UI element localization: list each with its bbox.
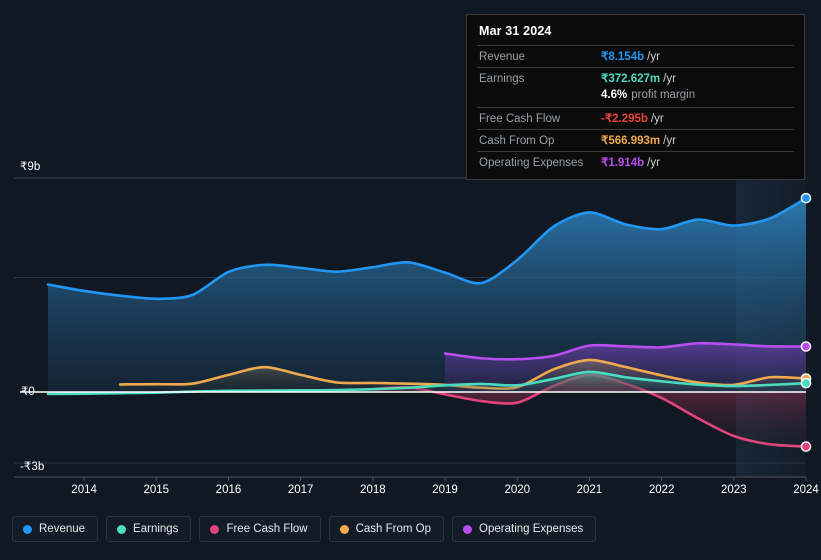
x-axis-tick-2020: 2020 [504, 484, 531, 496]
tooltip-key-earnings: Earnings [479, 73, 525, 85]
tooltip-value-revenue: ₹8.154b [601, 51, 645, 63]
legend-item-label: Cash From Op [355, 523, 432, 535]
tooltip-key-revenue: Revenue [479, 51, 526, 63]
tooltip-row-operating-expenses: Operating Expenses ₹1.914b /yr [477, 151, 794, 173]
tooltip-date: Mar 31 2024 [479, 24, 552, 38]
tooltip-label-profit-margin: profit margin [631, 89, 696, 101]
legend-item-earnings[interactable]: Earnings [106, 516, 192, 542]
tooltip-value-operating-expenses: ₹1.914b [601, 157, 645, 169]
tooltip-unit-revenue: /yr [647, 51, 660, 63]
legend-item-revenue[interactable]: Revenue [12, 516, 99, 542]
tooltip-row-cash-from-op: Cash From Op ₹566.993m /yr [477, 129, 794, 151]
x-axis-tick-2024: 2024 [793, 484, 819, 496]
tooltip-value-free-cash-flow: -₹2.295b [601, 113, 648, 125]
legend-color-dot-icon [23, 524, 32, 534]
legend-color-dot-icon [210, 524, 220, 534]
tooltip-key-operating-expenses: Operating Expenses [479, 157, 584, 169]
x-axis-tick-2015: 2015 [143, 484, 170, 496]
legend-item-label: Operating Expenses [479, 523, 584, 535]
tooltip-row-revenue: Revenue ₹8.154b /yr [477, 45, 794, 67]
tooltip-unit-earnings: /yr [663, 73, 676, 85]
tooltip-unit-operating-expenses: /yr [647, 157, 660, 169]
line-operating-expenses [443, 341, 808, 361]
tooltip-key-cash-from-op: Cash From Op [479, 135, 555, 147]
tooltip-value-cash-from-op: ₹566.993m [601, 135, 661, 147]
x-axis-tick-2023: 2023 [721, 484, 747, 496]
x-axis-tick-2019: 2019 [432, 484, 458, 496]
area-earnings [48, 371, 806, 394]
chart-legend[interactable]: Revenue Earnings Free Cash Flow Cash From O… [12, 516, 597, 542]
tooltip-value-earnings: ₹372.627m [601, 73, 661, 85]
data-tooltip: Mar 31 2024 Revenue ₹8.154b /yr Earnings… [466, 14, 805, 180]
legend-color-dot-icon [117, 524, 127, 534]
tooltip-row-earnings: Earnings ₹372.627m /yr [477, 67, 794, 89]
legend-item-label: Revenue [39, 523, 86, 535]
x-axis-tick-2016: 2016 [215, 484, 242, 496]
x-axis-tick-2022: 2022 [648, 484, 675, 496]
x-axis-tick-2017: 2017 [287, 484, 314, 496]
legend-item-label: Earnings [133, 523, 179, 535]
legend-item-free-cash-flow[interactable]: Free Cash Flow [199, 516, 321, 542]
tooltip-row-free-cash-flow: Free Cash Flow -₹2.295b /yr [477, 107, 794, 129]
y-axis-label-zero: ₹0 [21, 386, 35, 398]
x-axis-tick-2014: 2014 [71, 484, 97, 496]
x-axis-tick-2018: 2018 [360, 484, 386, 496]
tooltip-unit-cash-from-op: /yr [663, 135, 676, 147]
tooltip-row-profit-margin: 4.6% profit margin [477, 89, 794, 107]
legend-color-dot-icon [463, 524, 473, 534]
legend-item-cash-from-op[interactable]: Cash From Op [328, 516, 445, 542]
legend-item-operating-expenses[interactable]: Operating Expenses [452, 516, 597, 542]
x-axis-tick-2021: 2021 [576, 484, 603, 496]
end-point-marker-revenue[interactable] [800, 192, 812, 204]
tooltip-unit-free-cash-flow: /yr [650, 113, 664, 125]
tooltip-value-profit-margin: 4.6% [601, 89, 628, 101]
legend-item-label: Free Cash Flow [226, 523, 308, 535]
legend-color-dot-icon [339, 524, 349, 534]
end-point-marker-operating-expenses[interactable] [800, 341, 812, 352]
area-revenue [48, 198, 806, 392]
y-axis-label-bottom: -₹3b [20, 461, 45, 473]
line-revenue [46, 196, 808, 301]
end-point-marker-earnings[interactable] [800, 377, 812, 389]
y-axis-label-top: ₹9b [20, 161, 41, 173]
tooltip-key-free-cash-flow: Free Cash Flow [479, 113, 561, 125]
end-point-marker-free-cash-flow[interactable] [800, 441, 812, 452]
